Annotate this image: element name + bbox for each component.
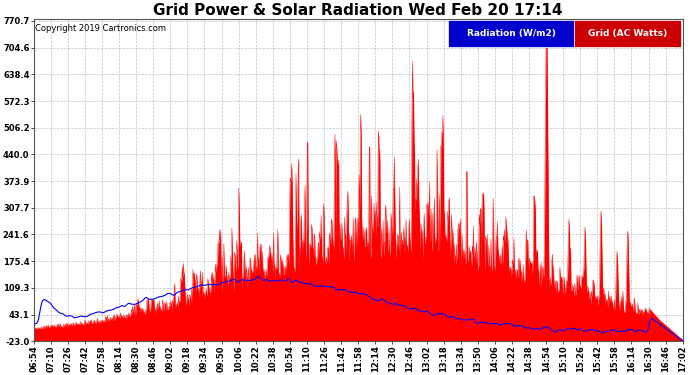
FancyBboxPatch shape bbox=[448, 20, 574, 47]
Title: Grid Power & Solar Radiation Wed Feb 20 17:14: Grid Power & Solar Radiation Wed Feb 20 … bbox=[153, 3, 563, 18]
Text: Grid (AC Watts): Grid (AC Watts) bbox=[589, 29, 667, 38]
Text: Copyright 2019 Cartronics.com: Copyright 2019 Cartronics.com bbox=[35, 24, 166, 33]
Text: Radiation (W/m2): Radiation (W/m2) bbox=[466, 29, 555, 38]
FancyBboxPatch shape bbox=[574, 20, 682, 47]
